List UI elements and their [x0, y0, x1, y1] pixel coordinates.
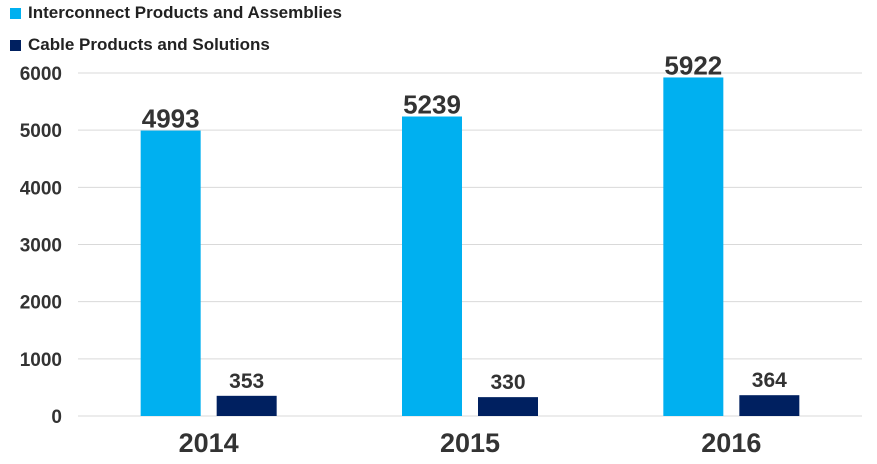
legend: Interconnect Products and Assemblies Cab…: [10, 2, 342, 66]
y-tick-label-4000: 4000: [20, 178, 62, 199]
data-label-2016-series-0: 5922: [664, 50, 722, 80]
legend-swatch-interconnect: [10, 7, 21, 19]
x-tick-label-2015: 2015: [440, 428, 500, 458]
x-tick-label-2016: 2016: [701, 428, 761, 458]
legend-label-interconnect: Interconnect Products and Assemblies: [28, 3, 342, 22]
legend-label-cable: Cable Products and Solutions: [28, 35, 270, 54]
y-tick-label-5000: 5000: [20, 121, 62, 142]
bar-2014-series-1: [216, 395, 277, 416]
bar-2015-series-0: [402, 116, 462, 416]
y-tick-label-3000: 3000: [20, 236, 62, 257]
legend-item-cable: Cable Products and Solutions: [10, 34, 342, 56]
x-tick-label-2014: 2014: [179, 428, 239, 458]
bar-2014-series-0: [140, 130, 201, 416]
data-label-2015-series-1: 330: [490, 371, 525, 394]
bar-2015-series-1: [478, 397, 538, 416]
bar-2016-series-0: [663, 77, 724, 417]
legend-item-interconnect: Interconnect Products and Assemblies: [10, 2, 342, 24]
y-tick-label-6000: 6000: [20, 64, 62, 85]
data-label-2015-series-0: 5239: [403, 90, 461, 120]
legend-swatch-cable: [10, 39, 21, 51]
y-tick-label-1000: 1000: [20, 350, 62, 371]
y-tick-label-0: 0: [51, 407, 62, 428]
data-label-2014-series-1: 353: [229, 370, 264, 393]
y-tick-label-2000: 2000: [20, 293, 62, 314]
data-label-2016-series-1: 364: [752, 369, 787, 392]
data-label-2014-series-0: 4993: [142, 104, 200, 134]
bar-2016-series-1: [739, 395, 800, 416]
